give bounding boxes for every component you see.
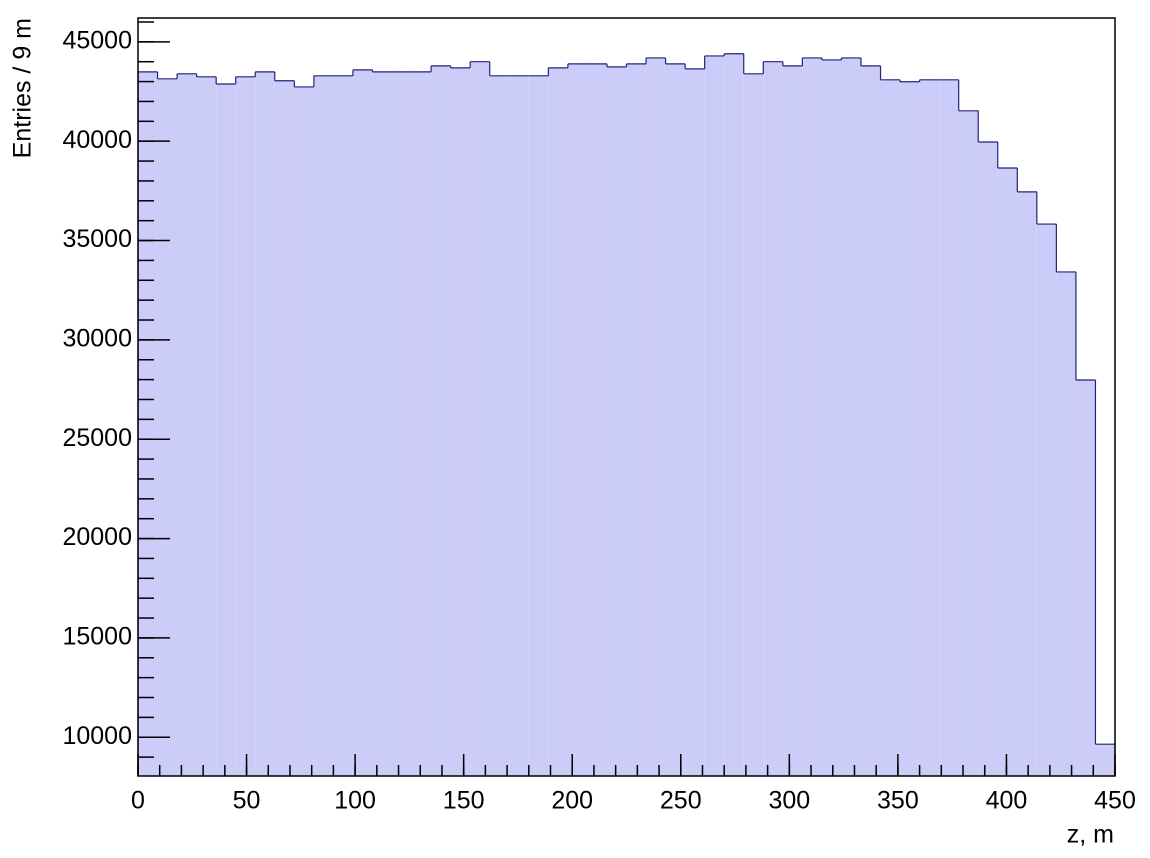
y-tick-label: 45000 bbox=[62, 26, 132, 54]
bar bbox=[177, 73, 197, 776]
bar bbox=[196, 76, 217, 776]
bar bbox=[392, 71, 412, 776]
bar bbox=[782, 65, 803, 776]
x-tick-label: 150 bbox=[443, 787, 485, 815]
bar bbox=[900, 81, 920, 776]
x-tick-label: 0 bbox=[131, 787, 145, 815]
x-axis-label: z, m bbox=[1067, 821, 1114, 849]
bar bbox=[978, 141, 998, 776]
bar bbox=[274, 80, 295, 777]
bar bbox=[1036, 224, 1057, 776]
bar bbox=[216, 83, 236, 777]
y-tick-label: 35000 bbox=[62, 225, 132, 253]
x-tick-label: 50 bbox=[233, 787, 261, 815]
bar bbox=[997, 168, 1018, 776]
bar bbox=[333, 75, 353, 777]
bar bbox=[352, 69, 373, 777]
bar bbox=[763, 61, 783, 776]
y-tick-label: 10000 bbox=[62, 722, 132, 750]
bar bbox=[587, 63, 607, 777]
bar bbox=[646, 57, 666, 776]
bar bbox=[626, 63, 647, 777]
bar bbox=[1075, 380, 1096, 776]
bar bbox=[235, 76, 256, 776]
x-tick-label: 200 bbox=[551, 787, 593, 815]
bar bbox=[157, 78, 178, 776]
bar bbox=[704, 55, 725, 777]
bar bbox=[860, 65, 881, 776]
bar bbox=[450, 67, 471, 776]
y-tick-label: 15000 bbox=[62, 623, 132, 651]
y-tick-label: 25000 bbox=[62, 424, 132, 452]
bar bbox=[1095, 744, 1115, 776]
bar bbox=[528, 75, 549, 777]
bar bbox=[470, 61, 490, 776]
bar bbox=[685, 68, 705, 776]
plot-frame bbox=[137, 17, 1116, 777]
bar bbox=[743, 73, 764, 776]
bar bbox=[509, 75, 529, 777]
bar bbox=[1017, 191, 1037, 776]
bar bbox=[313, 75, 334, 777]
bar bbox=[958, 110, 979, 776]
bar bbox=[821, 59, 842, 776]
bar bbox=[372, 71, 393, 776]
y-tick-label: 30000 bbox=[62, 324, 132, 352]
bar bbox=[431, 65, 451, 776]
bar bbox=[138, 71, 158, 776]
y-axis-label: Entries / 9 m bbox=[9, 18, 37, 158]
y-tick-label: 40000 bbox=[62, 126, 132, 154]
bar bbox=[567, 63, 588, 777]
bar bbox=[939, 79, 959, 776]
bar bbox=[665, 63, 686, 777]
bar bbox=[548, 67, 568, 776]
bar bbox=[606, 66, 627, 777]
bar bbox=[802, 57, 822, 776]
bar bbox=[411, 71, 432, 776]
bar bbox=[919, 79, 940, 776]
x-tick-label: 450 bbox=[1094, 787, 1136, 815]
x-tick-label: 300 bbox=[768, 787, 810, 815]
x-tick-label: 250 bbox=[660, 787, 702, 815]
bar bbox=[1056, 271, 1076, 776]
bar bbox=[489, 75, 510, 777]
bar bbox=[724, 53, 744, 776]
bar bbox=[255, 71, 275, 776]
bar bbox=[841, 57, 861, 776]
x-tick-label: 350 bbox=[877, 787, 919, 815]
x-tick-label: 100 bbox=[334, 787, 376, 815]
bar bbox=[294, 86, 314, 777]
bar bbox=[880, 79, 901, 776]
y-tick-label: 20000 bbox=[62, 523, 132, 551]
x-tick-label: 400 bbox=[986, 787, 1028, 815]
